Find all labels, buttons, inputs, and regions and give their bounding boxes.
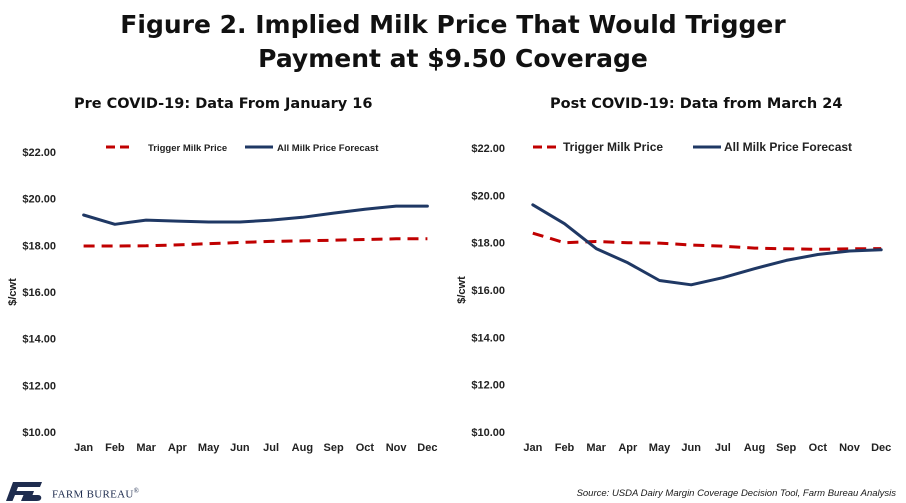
pre-covid-x-tick-label: Mar [136,442,156,454]
post-covid-y-tick-label: $20.00 [471,190,505,202]
post-covid-y-tick-label: $16.00 [471,285,505,297]
post-covid-x-tick-label: Dec [871,442,891,454]
pre-covid-x-tick-label: Sep [324,442,344,454]
post-covid-x-tick-label: Mar [586,442,606,454]
pre-covid-y-tick-label: $14.00 [22,334,56,346]
post-covid-y-tick-label: $12.00 [471,380,505,392]
pre-covid-x-tick-label: Dec [417,442,437,454]
figure-title-line-1: Figure 2. Implied Milk Price That Would … [120,10,786,39]
post-covid-series-trigger-milk-price-line [532,231,882,251]
registered-mark: ® [133,487,140,495]
post-covid-legend-label: Trigger Milk Price [563,140,663,154]
pre-covid-y-tick-label: $20.00 [22,194,56,206]
pre-covid-x-tick-label: Oct [356,442,375,454]
source-note: Source: USDA Dairy Margin Coverage Decis… [576,488,896,499]
post-covid-x-tick-label: Jul [715,442,731,454]
farm-bureau-brand: FARM BUREAU® [52,487,139,501]
post-covid-x-tick-label: Feb [555,442,575,454]
pre-covid-y-tick-label: $12.00 [22,380,56,392]
pre-covid-x-tick-label: Jun [230,442,250,454]
pre-covid-x-tick-label: Jan [74,442,93,454]
figure-title: Figure 2. Implied Milk Price That Would … [0,8,906,76]
post-covid-y-tick-label: $22.00 [471,143,505,155]
post-covid-y-tick-label: $14.00 [471,332,505,344]
pre-covid-x-tick-label: Apr [168,442,188,454]
post-covid-y-axis-label: $/cwt [456,276,468,304]
post-covid-legend-label: All Milk Price Forecast [724,140,852,154]
pre-covid-x-tick-label: Aug [292,442,313,454]
post-covid-x-tick-label: Oct [809,442,828,454]
pre-covid-legend-label: All Milk Price Forecast [277,143,379,154]
post-covid-x-tick-label: Jun [681,442,701,454]
post-covid-y-tick-label: $10.00 [471,427,505,439]
brand-name: FARM BUREAU [52,488,134,501]
pre-covid-y-tick-label: $10.00 [22,427,56,439]
pre-covid-y-axis-label: $/cwt [7,278,19,306]
pre-covid-chart-svg: $10.00 $12.00 $14.00 $16.00 $18.00 $20.00 $22.… [7,143,437,454]
pre-covid-x-tick-label: May [198,442,220,454]
pre-covid-x-tick-label: Nov [386,442,408,454]
post-covid-x-tick-label: Nov [839,442,861,454]
post-covid-x-tick-label: Aug [744,442,765,454]
pre-covid-legend-label: Trigger Milk Price [148,143,227,154]
post-covid-chart: Post COVID-19: Data from March 24 $10.00… [453,88,903,468]
post-covid-x-tick-label: Apr [618,442,638,454]
post-covid-chart-svg: $10.00 $12.00 $14.00 $16.00 $18.00 $20.00 $22.… [456,140,891,454]
post-covid-x-tick-label: Jan [523,442,542,454]
pre-covid-x-tick-label: Feb [105,442,125,454]
post-covid-series-all-milk-price-forecast-line [531,203,883,287]
pre-covid-y-tick-label: $22.00 [22,147,56,159]
farm-bureau-logo-icon [6,482,42,501]
figure-title-line-2: Payment at $9.50 Coverage [258,44,648,73]
pre-covid-chart: Pre COVID-19: Data From January 16 $10.0… [0,88,450,468]
pre-covid-chart-title: Pre COVID-19: Data From January 16 [74,96,373,112]
pre-covid-y-tick-label: $16.00 [22,287,56,299]
pre-covid-series-trigger-milk-price-line [83,237,428,248]
post-covid-y-tick-label: $18.00 [471,238,505,250]
footer: FARM BUREAU® Source: USDA Dairy Margin C… [0,478,906,503]
pre-covid-x-tick-label: Jul [263,442,279,454]
post-covid-x-tick-label: May [649,442,671,454]
post-covid-x-tick-label: Sep [776,442,796,454]
pre-covid-series-all-milk-price-forecast-line [82,204,429,226]
pre-covid-y-tick-label: $18.00 [22,240,56,252]
post-covid-chart-title: Post COVID-19: Data from March 24 [550,96,843,112]
